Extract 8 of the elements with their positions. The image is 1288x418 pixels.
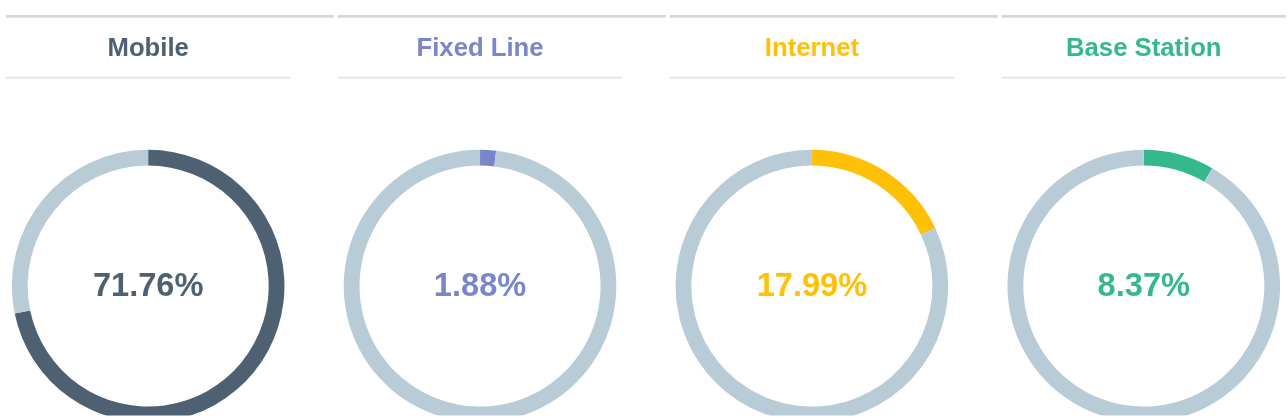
chart-title: Internet [764, 32, 860, 61]
text: 17.99% [756, 265, 868, 303]
chart-title: Mobile [107, 32, 189, 61]
chart-title: Fixed Line [416, 32, 544, 61]
text: 8.37% [1097, 265, 1191, 303]
text: 1.88% [433, 265, 527, 303]
chart-title: Base Station [1066, 32, 1222, 61]
text: 71.76% [92, 265, 204, 303]
